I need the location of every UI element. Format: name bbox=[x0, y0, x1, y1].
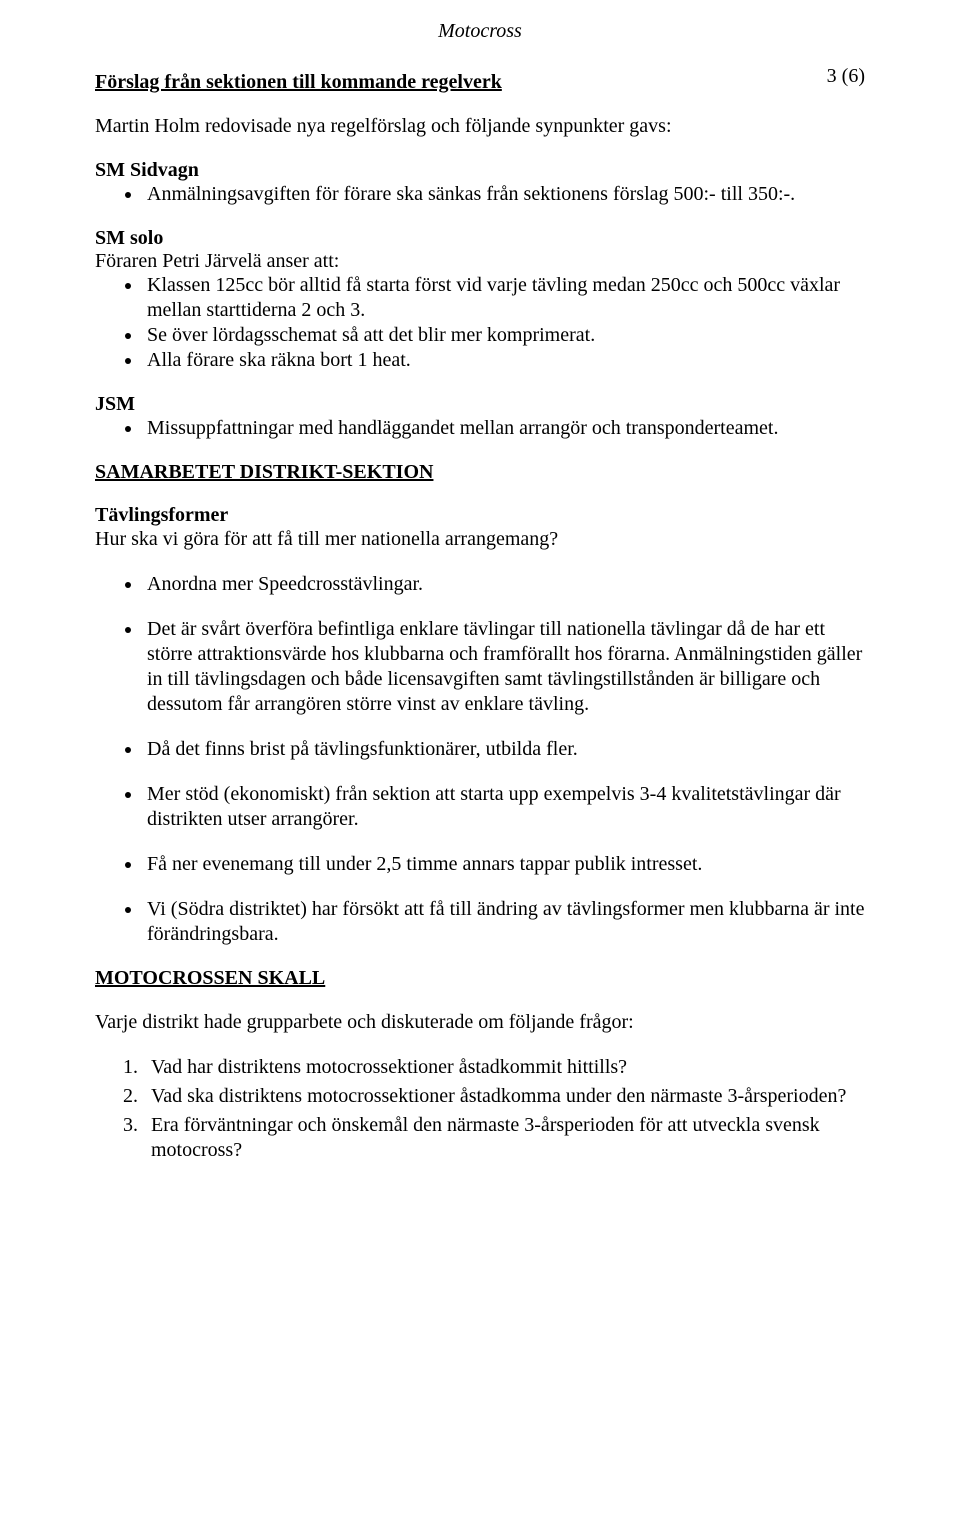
tavlingsformer-list: Anordna mer Speedcrosstävlingar. Det är … bbox=[95, 572, 865, 947]
list-item: Mer stöd (ekonomiskt) från sektion att s… bbox=[143, 782, 865, 832]
list-item: Då det finns brist på tävlingsfunktionär… bbox=[143, 737, 865, 762]
list-item: Få ner evenemang till under 2,5 timme an… bbox=[143, 852, 865, 877]
samarbetet-heading: SAMARBETET DISTRIKT-SEKTION bbox=[95, 461, 865, 484]
motocrossen-skall-intro: Varje distrikt hade grupparbete och disk… bbox=[95, 1010, 865, 1035]
list-item: Det är svårt överföra befintliga enklare… bbox=[143, 617, 865, 717]
sm-solo-list: Klassen 125cc bör alltid få starta först… bbox=[95, 273, 865, 373]
sm-sidvagn-heading: SM Sidvagn bbox=[95, 159, 865, 182]
list-item: Se över lördagsschemat så att det blir m… bbox=[143, 323, 865, 348]
list-item: Klassen 125cc bör alltid få starta först… bbox=[143, 273, 865, 323]
document-header-title: Motocross bbox=[95, 20, 865, 43]
section-heading-forslag: Förslag från sektionen till kommande reg… bbox=[95, 71, 865, 94]
sm-solo-intro: Föraren Petri Järvelä anser att: bbox=[95, 250, 865, 273]
list-item: Vi (Södra distriktet) har försökt att få… bbox=[143, 897, 865, 947]
forslag-intro: Martin Holm redovisade nya regelförslag … bbox=[95, 114, 865, 139]
sm-sidvagn-list: Anmälningsavgiften för förare ska sänkas… bbox=[95, 182, 865, 207]
list-item: Era förväntningar och önskemål den närma… bbox=[123, 1113, 865, 1163]
page-number: 3 (6) bbox=[827, 65, 865, 88]
list-item: Missuppfattningar med handläggandet mell… bbox=[143, 416, 865, 441]
tavlingsformer-intro: Hur ska vi göra för att få till mer nati… bbox=[95, 527, 865, 552]
list-item: Vad ska distriktens motocrossektioner ås… bbox=[123, 1084, 846, 1109]
document-page: Motocross 3 (6) Förslag från sektionen t… bbox=[0, 0, 960, 1515]
jsm-heading: JSM bbox=[95, 393, 865, 416]
sm-solo-heading: SM solo bbox=[95, 227, 865, 250]
list-item: Vad har distriktens motocrossektioner ås… bbox=[123, 1055, 627, 1080]
tavlingsformer-heading: Tävlingsformer bbox=[95, 504, 865, 527]
motocrossen-skall-list: Vad har distriktens motocrossektioner ås… bbox=[95, 1055, 865, 1163]
motocrossen-skall-heading: MOTOCROSSEN SKALL bbox=[95, 967, 865, 990]
jsm-list: Missuppfattningar med handläggandet mell… bbox=[95, 416, 865, 441]
list-item: Alla förare ska räkna bort 1 heat. bbox=[143, 348, 865, 373]
list-item: Anmälningsavgiften för förare ska sänkas… bbox=[143, 182, 865, 207]
list-item: Anordna mer Speedcrosstävlingar. bbox=[143, 572, 865, 597]
